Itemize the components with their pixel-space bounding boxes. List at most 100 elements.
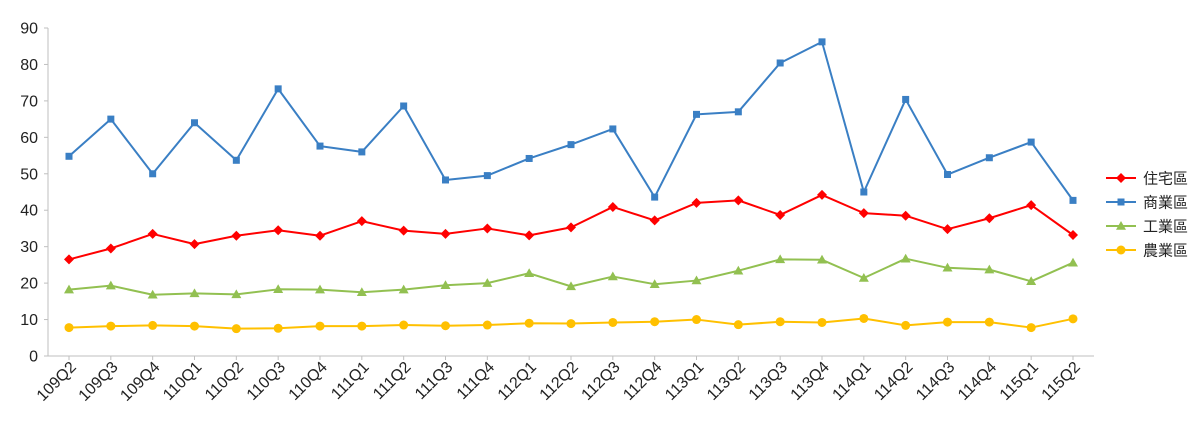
data-point: [274, 85, 282, 93]
data-point: [398, 284, 409, 294]
series-4: [64, 313, 1078, 334]
data-point: [273, 225, 284, 236]
data-point: [566, 319, 576, 329]
data-point: [984, 264, 995, 274]
data-point: [609, 125, 617, 133]
y-tick-label: 10: [20, 312, 38, 329]
data-point: [942, 224, 953, 235]
legend-label: 工業區: [1143, 218, 1188, 236]
data-point: [900, 210, 911, 221]
data-point: [733, 195, 744, 206]
x-tick-label: 112Q4: [620, 359, 665, 404]
legend-item-2: 商業區: [1106, 194, 1188, 212]
data-point: [482, 320, 492, 330]
data-point: [399, 320, 409, 330]
data-point: [649, 279, 660, 288]
legend-label: 農業區: [1143, 242, 1188, 260]
data-point: [441, 321, 450, 331]
data-point: [64, 323, 74, 333]
data-point: [984, 213, 995, 224]
x-tick-label: 110Q2: [202, 359, 247, 404]
series-3: [64, 253, 1078, 299]
data-point: [106, 321, 116, 331]
x-tick-label: 112Q2: [537, 359, 582, 404]
x-tick-label: 111Q3: [412, 359, 456, 403]
data-point: [1116, 173, 1126, 183]
x-tick-label: 109Q4: [118, 359, 164, 405]
data-point: [356, 216, 367, 227]
x-tick-label: 114Q3: [913, 359, 958, 404]
data-point: [147, 228, 158, 239]
data-point: [817, 317, 827, 327]
data-point: [691, 275, 702, 285]
data-point: [356, 287, 367, 296]
data-point: [942, 262, 953, 272]
legend-item-1: 住宅區: [1106, 170, 1188, 188]
data-point: [651, 193, 659, 201]
data-point: [566, 222, 576, 233]
data-point: [400, 102, 408, 110]
data-point: [316, 142, 324, 150]
y-tick-label: 50: [20, 166, 38, 183]
data-point: [858, 273, 869, 282]
data-point: [1116, 245, 1126, 255]
data-point: [231, 324, 241, 334]
x-tick-label: 113Q2: [704, 359, 749, 404]
data-point: [693, 110, 700, 118]
x-tick-label: 115Q2: [1039, 359, 1084, 404]
y-tick-label: 60: [20, 130, 38, 147]
data-point: [858, 208, 869, 219]
data-point: [1116, 221, 1126, 230]
data-point: [1026, 323, 1036, 333]
x-tick-label: 115Q1: [997, 359, 1042, 404]
data-point: [901, 320, 911, 330]
x-tick-label: 111Q1: [328, 359, 372, 403]
data-point: [273, 323, 283, 333]
data-point: [189, 288, 200, 298]
data-point: [900, 253, 911, 263]
y-axis: 0 10 20 30 40 50 60 70 80 90: [20, 21, 49, 366]
x-tick-label: 109Q3: [76, 359, 122, 405]
data-point: [525, 154, 533, 162]
data-point: [315, 284, 325, 294]
data-point: [189, 239, 200, 250]
data-point: [818, 38, 826, 46]
y-tick-label: 40: [20, 203, 38, 220]
data-point: [442, 176, 449, 184]
y-tick-label: 90: [20, 21, 38, 38]
data-point: [859, 313, 869, 323]
data-point: [607, 201, 618, 212]
data-point: [190, 321, 199, 331]
legend-item-3: 工業區: [1106, 218, 1188, 236]
data-point: [483, 172, 491, 180]
data-point: [649, 215, 660, 226]
data-point: [902, 95, 910, 103]
x-tick-label: 110Q1: [160, 359, 205, 404]
data-point: [64, 254, 74, 265]
x-tick-label: 112Q1: [495, 359, 540, 404]
data-point: [608, 317, 618, 327]
y-tick-label: 70: [20, 93, 38, 110]
data-point: [273, 284, 284, 294]
data-point: [944, 171, 951, 179]
x-tick-label: 112Q3: [579, 359, 624, 404]
x-tick-label: 114Q1: [830, 359, 875, 404]
y-tick-label: 20: [20, 276, 38, 293]
data-point: [984, 317, 994, 327]
data-point: [1117, 198, 1125, 206]
x-tick-label: 113Q4: [788, 359, 833, 404]
data-point: [191, 119, 198, 127]
data-point: [231, 289, 242, 299]
x-axis: 109Q2109Q3109Q4110Q1110Q2110Q3110Q4111Q1…: [34, 355, 1094, 405]
data-point: [775, 209, 786, 220]
data-point: [691, 197, 702, 208]
data-point: [1027, 138, 1035, 146]
y-tick-label: 0: [29, 349, 38, 366]
data-point: [1068, 230, 1078, 241]
data-point: [1068, 257, 1078, 267]
data-point: [65, 152, 73, 160]
data-point: [817, 254, 827, 264]
